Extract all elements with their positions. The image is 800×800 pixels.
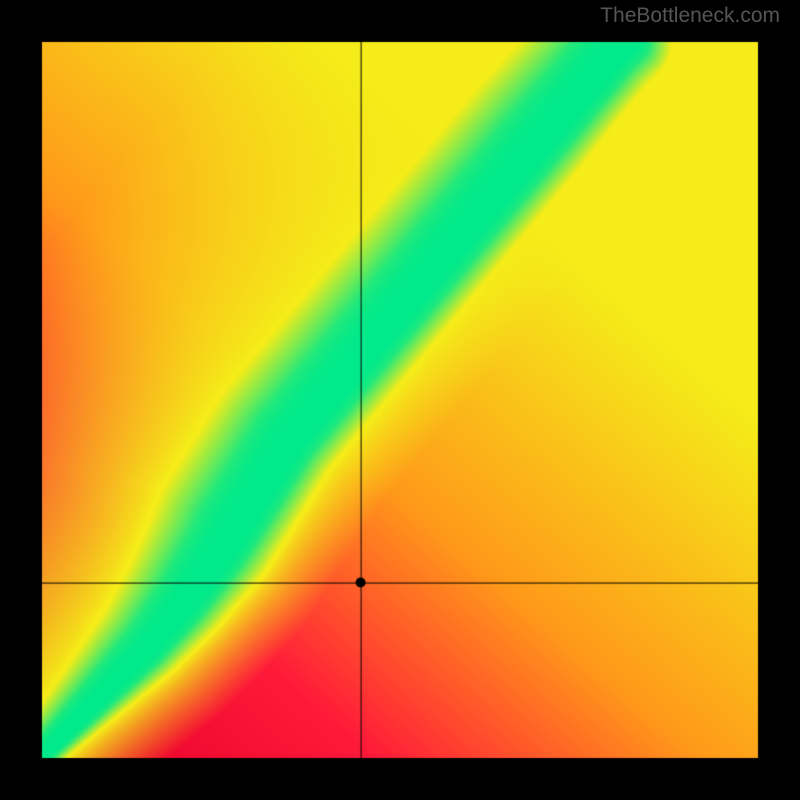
watermark-text: TheBottleneck.com xyxy=(600,4,780,28)
chart-container: TheBottleneck.com xyxy=(0,0,800,800)
bottleneck-heatmap xyxy=(0,0,800,800)
